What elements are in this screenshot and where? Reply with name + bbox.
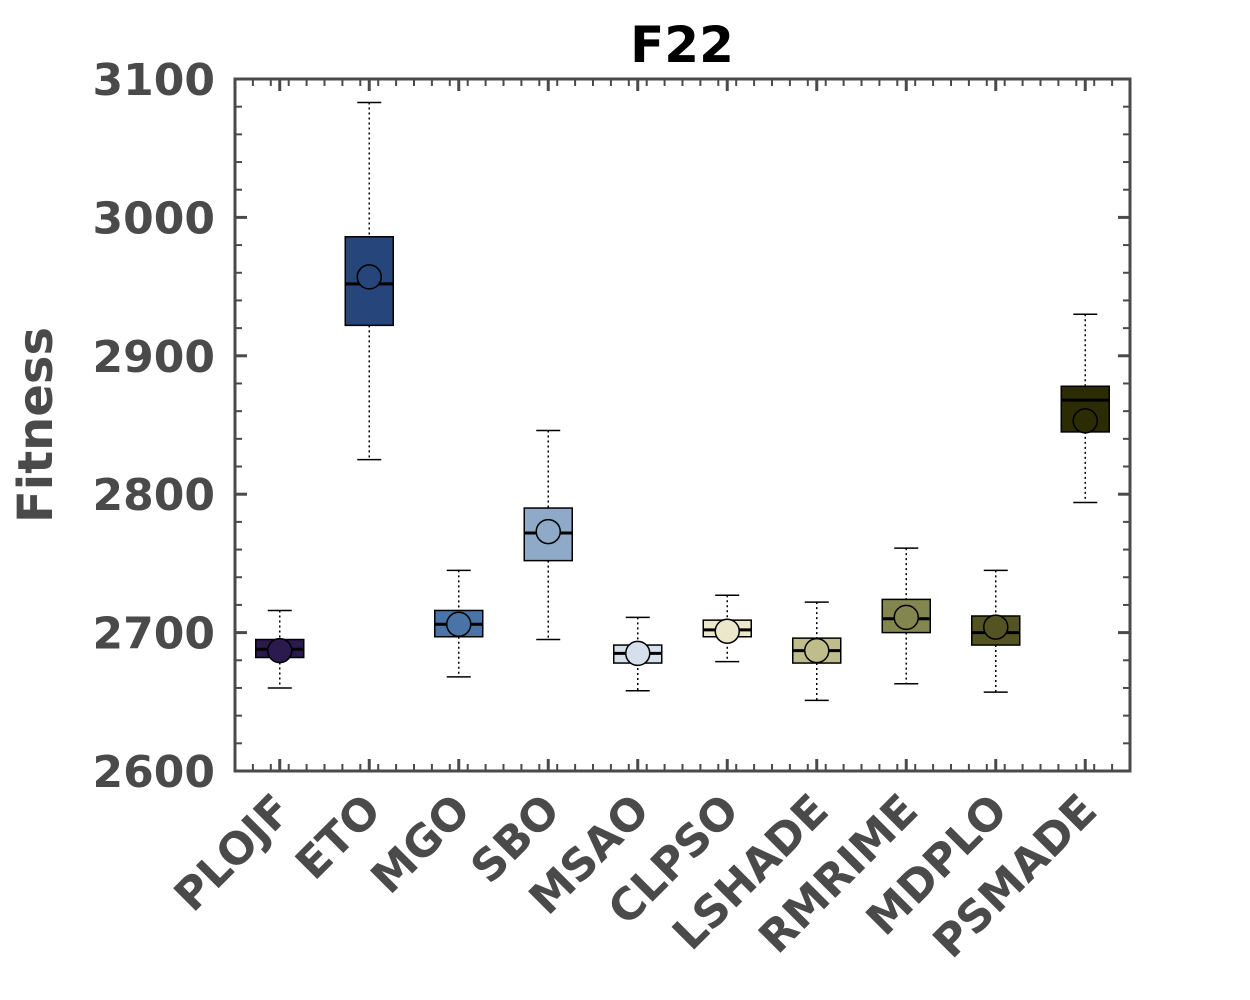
mean-marker [1072,408,1098,434]
y-tick-label: 2900 [93,332,215,383]
mean-marker [893,604,919,631]
y-tick-label: 3000 [93,193,215,244]
box-mgo [434,569,484,678]
plot-area: 260027002800290030003100PLOJFETOMGOSBOMS… [93,55,1132,968]
mean-marker [356,264,382,290]
box-psmade [1060,313,1110,504]
x-tick-label: PLOJF [165,785,302,922]
box-msao [613,616,663,692]
mean-marker [983,614,1009,640]
y-tick-label: 2700 [93,609,215,660]
mean-marker [267,637,293,664]
box-lshade [792,601,842,702]
y-tick-label: 3100 [93,55,215,106]
iqr-box [344,236,394,327]
y-axis-label: Fitness [8,327,64,523]
box-rmrime [881,547,931,685]
mean-marker [535,518,561,545]
mean-marker [714,618,740,644]
y-tick-label: 2800 [93,470,215,521]
mean-marker [446,611,472,638]
box-sbo [523,429,573,641]
box-plojf [255,609,305,689]
mean-marker [625,640,651,667]
x-tick-label: MGO [362,785,481,904]
plot-frame [233,77,1132,773]
box-eto [344,101,394,461]
mean-marker [804,637,830,664]
chart-title: F22 [630,16,734,74]
box-mdplo [971,569,1021,693]
y-tick-label: 2600 [93,747,215,798]
box-clpso [702,594,752,663]
